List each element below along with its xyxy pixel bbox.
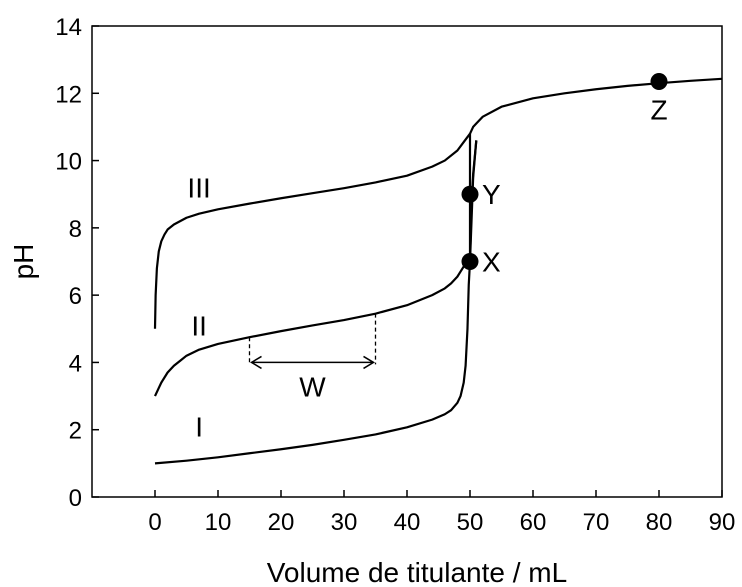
x-tick-label: 80 — [646, 509, 673, 536]
y-tick-label: 12 — [55, 81, 82, 108]
x-tick-label: 30 — [331, 509, 358, 536]
axes: Volume de titulante / mL pH 0 10 20 30 40 50 6… — [8, 14, 735, 587]
w-arrow-head-right — [363, 355, 375, 370]
y-tick-label: 0 — [69, 485, 82, 512]
series-label-ii: II — [191, 311, 207, 342]
series-line-i — [154, 140, 478, 465]
x-tick-label: 70 — [583, 509, 610, 536]
x-tick-label: 60 — [520, 509, 547, 536]
y-tick-label: 8 — [69, 216, 82, 243]
x-tick-label: 40 — [394, 509, 421, 536]
point-z — [650, 73, 668, 91]
x-axis-title: Volume de titulante / mL — [267, 557, 567, 587]
w-arrow-head-left — [250, 355, 262, 370]
point-label-z: Z — [650, 95, 667, 126]
series-line-iii — [153, 77, 723, 329]
y-tick-label: 6 — [69, 283, 82, 310]
y-tick-label: 2 — [69, 418, 82, 445]
y-axis-title: pH — [8, 244, 39, 280]
series-label-iii: III — [187, 173, 210, 204]
y-tick-label: 4 — [69, 350, 82, 377]
x-tick-label: 0 — [148, 509, 161, 536]
x-tick-label: 90 — [709, 509, 736, 536]
point-label-y: Y — [482, 179, 501, 210]
y-tick-label: 14 — [55, 14, 82, 41]
point-label-x: X — [482, 247, 501, 278]
series-label-i: I — [195, 411, 203, 442]
x-tick-label: 20 — [268, 509, 295, 536]
y-tick-label: 10 — [55, 149, 82, 176]
x-tick-label: 50 — [457, 509, 484, 536]
point-x — [461, 253, 479, 270]
w-label: W — [299, 371, 326, 402]
x-tick-label: 10 — [205, 509, 232, 536]
point-y — [461, 185, 479, 203]
